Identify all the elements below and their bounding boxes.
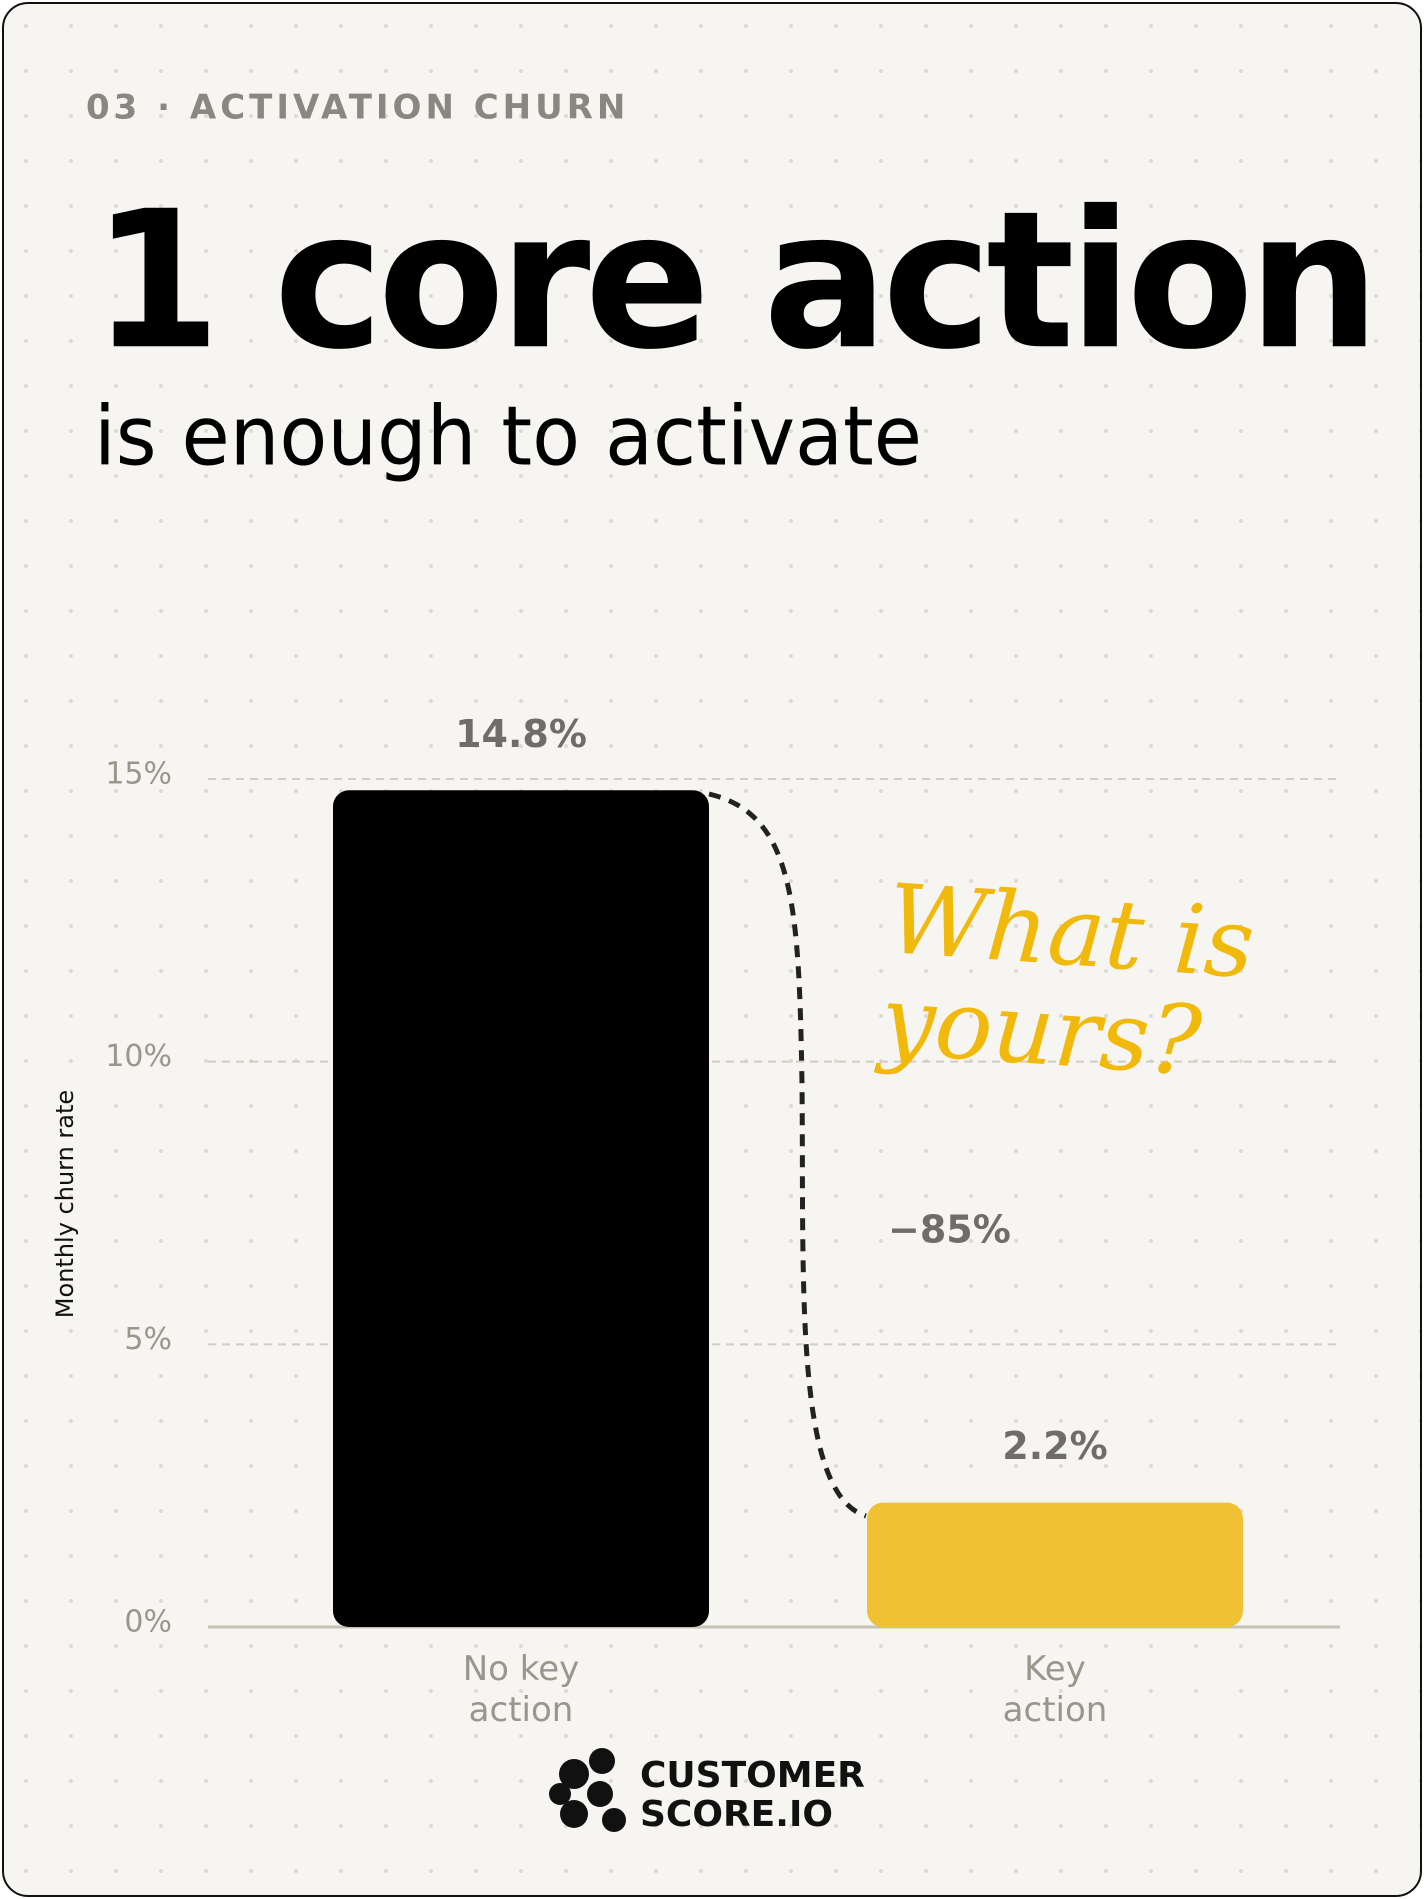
x-tick-label: Key action — [1002, 1649, 1108, 1730]
value-label: 14.8% — [455, 712, 587, 756]
y-axis-label: Monthly churn rate — [51, 1090, 79, 1318]
bar — [867, 1502, 1243, 1627]
chart-title: 1 core action — [92, 170, 1374, 391]
value-label: 2.2% — [1002, 1424, 1107, 1468]
logo-text: SCORE.IO — [640, 1794, 833, 1835]
bar — [333, 790, 709, 1627]
change-label: −85% — [888, 1208, 1011, 1252]
y-tick-label: 5% — [124, 1322, 172, 1357]
connector — [708, 791, 867, 1519]
callout: What is yours? — [877, 862, 1258, 1098]
y-tick-label: 0% — [124, 1605, 172, 1640]
y-tick-label: 10% — [105, 1039, 172, 1074]
y-tick-label: 15% — [105, 757, 172, 792]
chart-subtitle: is enough to activate — [94, 389, 922, 484]
kicker: 03 · ACTIVATION CHURN — [86, 88, 629, 128]
logo-text: CUSTOMER — [640, 1755, 865, 1796]
chart: 03 · ACTIVATION CHURN 1 core action is e… — [4, 4, 1420, 1895]
x-tick-label: No key action — [462, 1649, 580, 1730]
logo-icon — [549, 1748, 626, 1832]
